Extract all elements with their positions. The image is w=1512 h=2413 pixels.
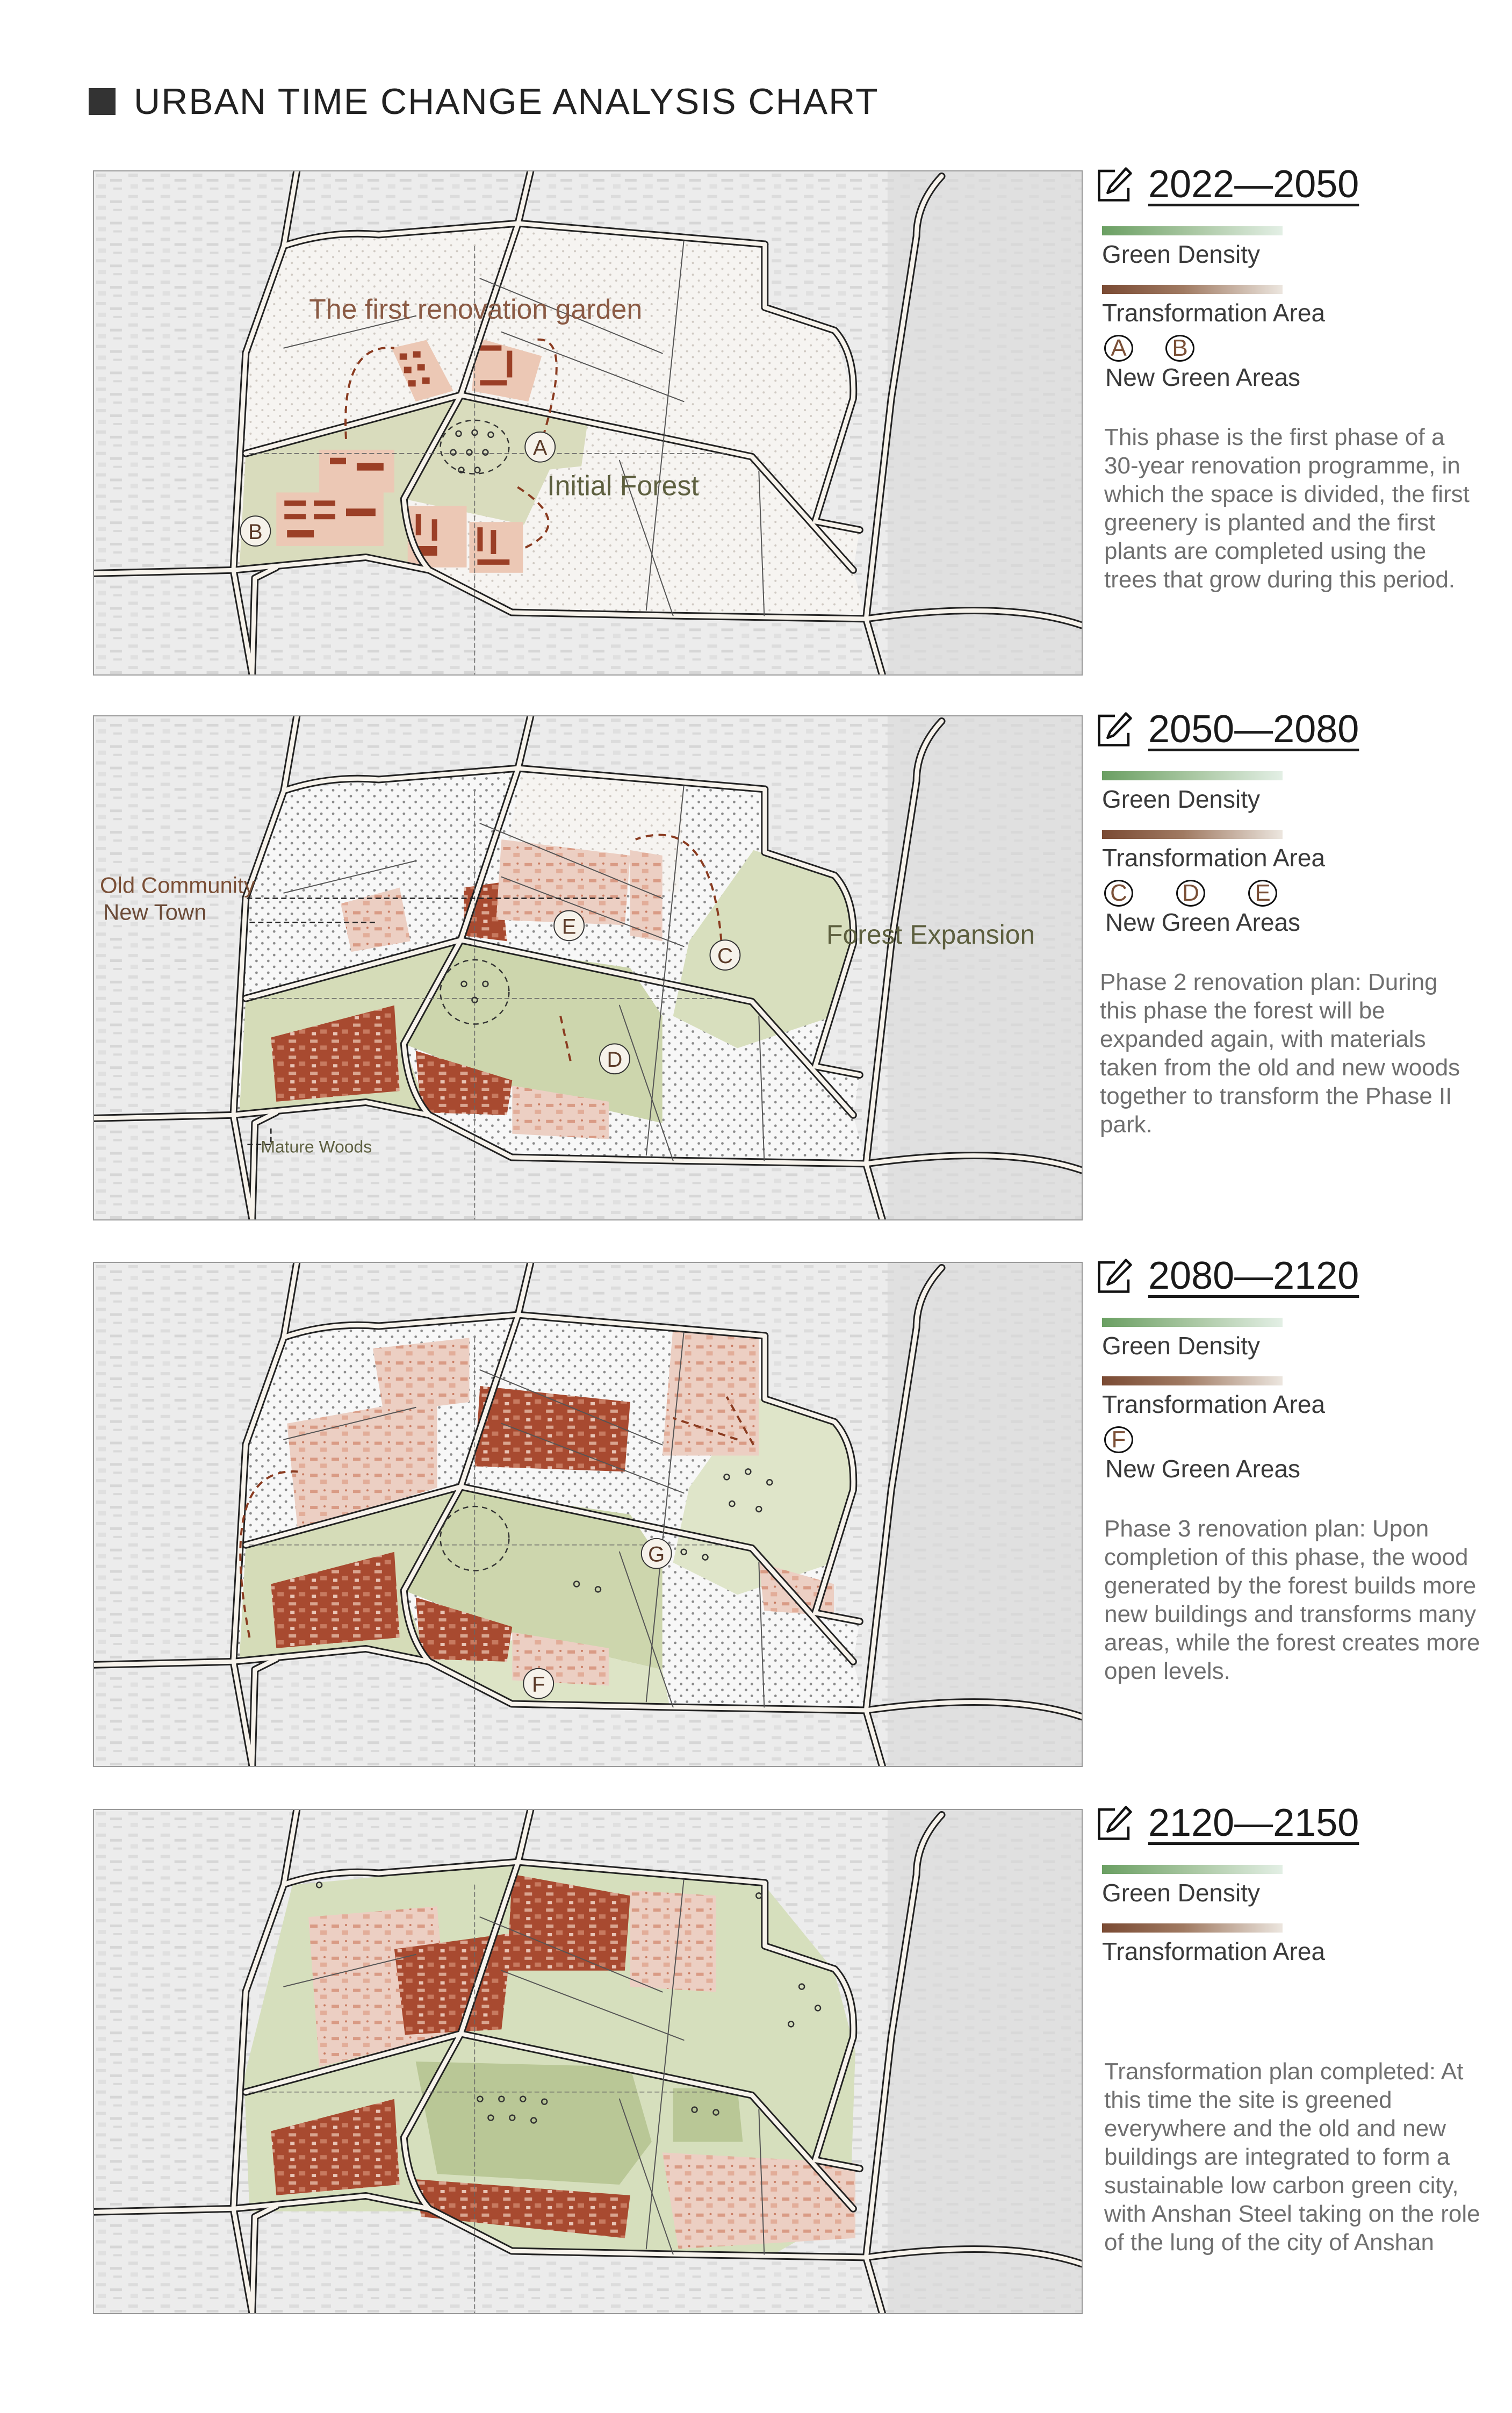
renovation-buildings xyxy=(276,337,542,573)
period-heading: 2120—2150 xyxy=(1097,1801,1505,1844)
marker-b: B xyxy=(248,520,263,544)
label-first-renovation-garden: The first renovation garden xyxy=(309,293,642,325)
period-heading: 2050—2080 xyxy=(1097,708,1505,751)
label-mature-woods: Mature Woods xyxy=(261,1137,372,1157)
period-label: 2080—2120 xyxy=(1148,1254,1359,1297)
letter-b: B xyxy=(1165,335,1194,362)
marker-a: A xyxy=(533,436,548,460)
tree-icons xyxy=(315,1881,822,2124)
edit-icon xyxy=(1098,1806,1132,1840)
green-density-label: Green Density xyxy=(1102,1879,1261,1907)
letter-e: E xyxy=(1248,880,1277,907)
movement-arrows xyxy=(239,1396,755,1638)
phase-description: This phase is the first phase of a 30-ye… xyxy=(1104,424,1470,593)
phase-3-legend: 2080—2120 Green Density Transformation A… xyxy=(1097,1254,1505,1685)
phase-4-map xyxy=(93,1809,1083,2314)
movement-arrows xyxy=(344,338,558,550)
phase-description: Transformation plan completed: At this t… xyxy=(1104,2058,1480,2256)
green-density-gradient xyxy=(1102,226,1283,235)
transformation-area-label: Transformation Area xyxy=(1102,299,1326,327)
page-header: URBAN TIME CHANGE ANALYSIS CHART xyxy=(89,81,879,123)
transformation-area-label: Transformation Area xyxy=(1102,1937,1326,1965)
transformation-gradient xyxy=(1102,1376,1283,1385)
letter-a: A xyxy=(1104,335,1133,362)
green-density-gradient xyxy=(1102,1865,1283,1874)
green-density-gradient xyxy=(1102,771,1283,780)
phase-panel-1: The first renovation garden Initial Fore… xyxy=(93,163,1512,676)
title-square-icon xyxy=(89,88,116,115)
green-density-label: Green Density xyxy=(1102,785,1261,813)
phase-description: Phase 2 renovation plan: During this pha… xyxy=(1100,969,1460,1138)
phase-1-legend: 2022—2050 Green Density Transformation A… xyxy=(1097,163,1505,594)
transformation-gradient xyxy=(1102,285,1283,294)
period-label: 2120—2150 xyxy=(1148,1801,1359,1844)
transformation-blocks xyxy=(271,839,663,1139)
marker-e: E xyxy=(562,915,577,938)
period-heading: 2022—2050 xyxy=(1097,163,1505,206)
phase-1-map: The first renovation garden Initial Fore… xyxy=(93,170,1083,676)
edit-icon xyxy=(1098,1259,1132,1293)
label-old-community: Old Community xyxy=(100,873,255,898)
label-new-town: New Town xyxy=(103,899,207,924)
new-green-areas-label: New Green Areas xyxy=(1105,363,1301,391)
period-label: 2022—2050 xyxy=(1148,163,1359,206)
green-density-label: Green Density xyxy=(1102,1332,1261,1360)
new-green-areas-label: New Green Areas xyxy=(1105,908,1301,936)
green-density-label: Green Density xyxy=(1102,240,1261,268)
phase-4-legend: 2120—2150 Green Density Transformation A… xyxy=(1097,1801,1505,2257)
transformation-blocks xyxy=(271,1327,834,1686)
period-label: 2050—2080 xyxy=(1148,708,1359,751)
letter-d: D xyxy=(1176,880,1205,907)
letter-c: C xyxy=(1104,880,1133,907)
phase-description: Phase 3 renovation plan: Upon completion… xyxy=(1104,1516,1480,1684)
movement-arrows xyxy=(559,834,723,1065)
marker-d: D xyxy=(607,1048,622,1072)
phase-panel-3: G F 2080—2120 Green Density Transformati… xyxy=(93,1254,1512,1767)
phase-2-legend: 2050—2080 Green Density Transformation A… xyxy=(1097,708,1505,1139)
label-initial-forest: Initial Forest xyxy=(547,470,699,501)
forest-tree-cluster-icon xyxy=(440,419,510,475)
edit-icon xyxy=(1098,167,1132,202)
transformation-area-label: Transformation Area xyxy=(1102,1390,1326,1418)
green-density-gradient xyxy=(1102,1318,1283,1327)
transformation-gradient xyxy=(1102,830,1283,839)
new-green-letters: F xyxy=(1104,1426,1505,1453)
marker-a-circle xyxy=(524,431,556,463)
transformation-area-label: Transformation Area xyxy=(1102,844,1326,872)
new-green-letters: C D E xyxy=(1104,880,1505,907)
phase-panel-2: Old Community New Town Forest Expansion … xyxy=(93,708,1512,1220)
label-forest-expansion: Forest Expansion xyxy=(826,920,1035,950)
transformation-blocks xyxy=(271,1874,855,2249)
initial-forest-area xyxy=(404,398,588,525)
new-green-letters: A B xyxy=(1104,335,1505,362)
phase-3-map: G F xyxy=(93,1262,1083,1767)
letter-f: F xyxy=(1104,1426,1133,1453)
edit-icon xyxy=(1098,712,1132,746)
marker-c: C xyxy=(717,944,733,968)
phase-panel-4: 2120—2150 Green Density Transformation A… xyxy=(93,1801,1512,2314)
new-green-areas-label: New Green Areas xyxy=(1105,1455,1301,1483)
period-heading: 2080—2120 xyxy=(1097,1254,1505,1297)
marker-g: G xyxy=(648,1543,665,1567)
marker-f: F xyxy=(532,1673,545,1697)
marker-b-circle xyxy=(240,515,271,547)
phase-2-map: Old Community New Town Forest Expansion … xyxy=(93,715,1083,1220)
page-title: URBAN TIME CHANGE ANALYSIS CHART xyxy=(134,81,879,122)
tree-icons xyxy=(440,1468,773,1593)
transformation-gradient xyxy=(1102,1923,1283,1933)
